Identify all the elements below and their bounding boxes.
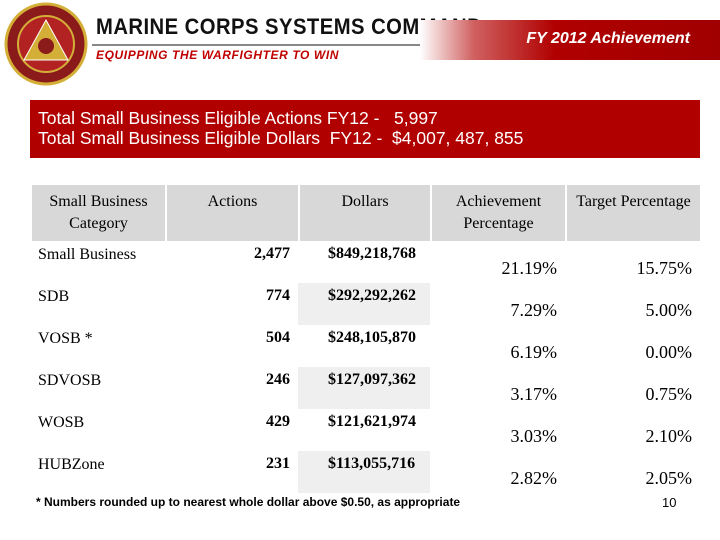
table-cell: 429 <box>266 413 290 430</box>
table-row: Small Business 2,477 $849,218,768 21.19% 15.… <box>32 241 700 283</box>
footnote: * Numbers rounded up to nearest whole do… <box>36 495 461 509</box>
table-cell: 2.10% <box>645 426 693 446</box>
header-rule <box>92 44 422 46</box>
summary-line: Total Small Business Eligible Actions FY… <box>38 108 438 128</box>
table-cell: 231 <box>266 455 290 472</box>
header-row: Small Business Category Actions Dollars Ach… <box>32 185 700 241</box>
table-cell: 774 <box>266 287 290 304</box>
table-cell: 3.03% <box>510 426 558 446</box>
table-cell: $248,105,870 <box>328 329 416 346</box>
table-cell: 5.00% <box>645 300 693 320</box>
motto: EQUIPPING THE WARFIGHTER TO WIN <box>96 48 340 62</box>
organization-title: MARINE CORPS SYSTEMS COMMAND <box>96 14 483 39</box>
logo <box>4 2 88 86</box>
table-cell: HUBZone <box>38 456 105 473</box>
table-cell: 21.19% <box>501 258 558 278</box>
header-band <box>420 20 720 60</box>
table-cell: 504 <box>266 329 290 346</box>
table-cell: 2,477 <box>254 245 290 262</box>
table-cell: Small Business <box>38 246 137 263</box>
table-row: WOSB 429 $121,621,974 3.03% 2.10% <box>32 409 700 451</box>
table-row: HUBZone 231 $113,055,716 2.82% 2.05% <box>32 451 700 493</box>
page-number: 10 <box>662 495 677 510</box>
table-cell: 3.17% <box>510 384 558 404</box>
table-cell: 246 <box>266 371 290 388</box>
column-header: Achievement Percentage <box>430 185 565 241</box>
table-cell: $849,218,768 <box>328 245 416 262</box>
table-cell: 7.29% <box>510 300 558 320</box>
summary-line: Total Small Business Eligible Dollars FY… <box>38 128 524 148</box>
table-cell: 6.19% <box>510 342 558 362</box>
table-cell: 0.75% <box>645 384 693 404</box>
table-row: SDB 774 $292,292,262 7.29% 5.00% <box>32 283 700 325</box>
column-header: Target Percentage <box>565 185 700 241</box>
table-cell: VOSB * <box>38 330 93 347</box>
table-cell: SDVOSB <box>38 372 102 389</box>
table-cell: 2.82% <box>510 468 558 488</box>
table-cell: 15.75% <box>636 258 693 278</box>
table-cell: WOSB <box>38 414 85 431</box>
table-cell: $292,292,262 <box>298 283 430 325</box>
table-cell: 2.05% <box>645 468 693 488</box>
table-cell: $113,055,716 <box>298 451 430 493</box>
table-cell: $127,097,362 <box>298 367 430 409</box>
table-row: SDVOSB 246 $127,097,362 3.17% 0.75% <box>32 367 700 409</box>
column-header: Actions <box>165 185 298 241</box>
table-cell: 0.00% <box>645 342 693 362</box>
section-title: FY 2012 Achievement <box>526 30 690 47</box>
table-row: VOSB * 504 $248,105,870 6.19% 0.00% <box>32 325 700 367</box>
table-cell: SDB <box>38 288 70 305</box>
column-header: Dollars <box>298 185 430 241</box>
table: Small Business Category Actions Dollars Ach… <box>32 185 700 493</box>
column-header: Small Business Category <box>32 185 165 241</box>
summary-box: Total Small Business Eligible Actions FY… <box>30 100 700 158</box>
table-cell: $121,621,974 <box>328 413 416 430</box>
